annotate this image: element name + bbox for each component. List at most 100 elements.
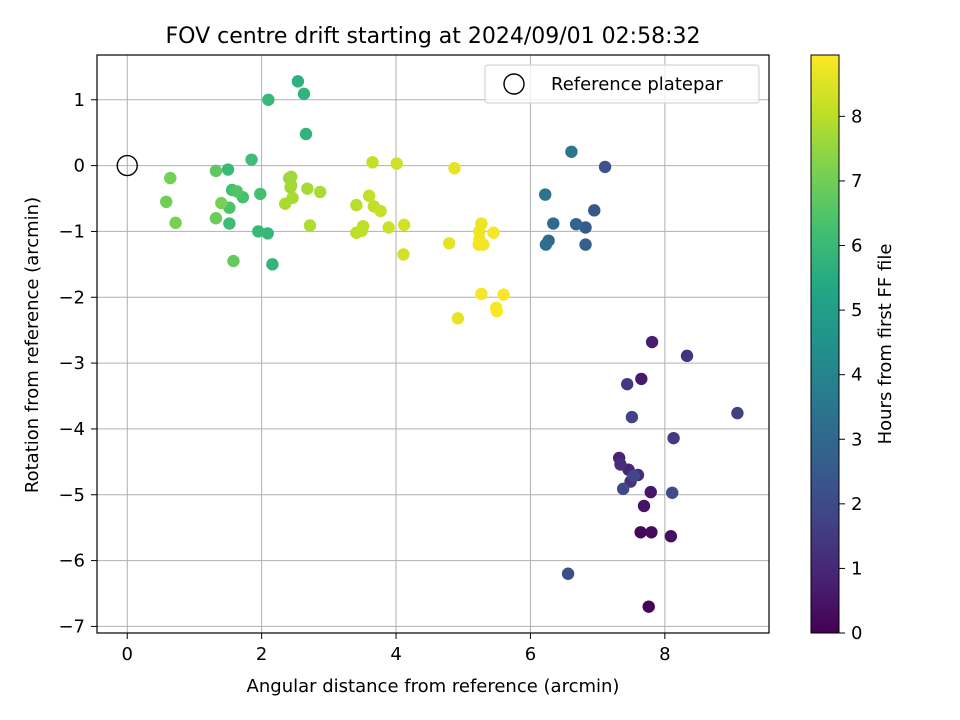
data-point: [634, 526, 647, 539]
y-tick-label: −6: [58, 551, 85, 572]
data-point: [284, 181, 297, 194]
data-point: [579, 238, 592, 251]
colorbar: 0 1 2 3 4 5 6 7 8 Hours from first FF file: [810, 54, 896, 644]
colorbar-tick-label: 3: [851, 429, 862, 450]
data-point: [350, 198, 363, 212]
data-point: [539, 188, 552, 201]
data-point: [301, 182, 314, 195]
data-point: [487, 226, 500, 239]
colorbar-ticks: 0 1 2 3 4 5 6 7 8: [839, 106, 862, 644]
legend: Reference platepar: [484, 64, 760, 104]
data-point: [565, 145, 578, 158]
data-point: [209, 164, 223, 178]
data-point: [397, 248, 410, 261]
data-point: [254, 187, 267, 201]
y-tick-label: −5: [58, 485, 85, 506]
data-point: [588, 204, 601, 217]
data-point: [169, 216, 182, 230]
data-points: [116, 75, 744, 613]
data-point: [637, 499, 651, 513]
x-tick-label: 4: [390, 644, 401, 665]
data-point: [261, 227, 274, 240]
data-point: [448, 162, 461, 175]
data-point: [223, 217, 236, 230]
chart-title: FOV centre drift starting at 2024/09/01 …: [166, 24, 701, 49]
data-point: [390, 157, 403, 170]
x-tick-label: 8: [659, 644, 670, 665]
data-point: [642, 600, 655, 613]
data-point: [547, 217, 560, 230]
y-axis-label: Rotation from reference (arcmin): [22, 197, 43, 493]
colorbar-tick-label: 8: [851, 106, 862, 127]
data-point: [621, 377, 634, 391]
data-point: [731, 406, 744, 420]
colorbar-tick-label: 4: [851, 365, 862, 386]
data-point: [164, 171, 177, 185]
data-point: [627, 469, 641, 482]
data-point: [475, 287, 488, 301]
data-point: [664, 530, 678, 543]
data-point: [230, 185, 243, 198]
y-tick-label: −1: [58, 221, 85, 242]
colorbar-tick-label: 0: [851, 623, 862, 644]
colorbar-tick-label: 1: [851, 558, 862, 579]
data-point: [667, 431, 680, 445]
x-tick-label: 0: [122, 644, 133, 665]
colorbar-gradient: [810, 54, 840, 634]
x-tick-label: 2: [256, 644, 267, 665]
data-point: [451, 312, 465, 325]
legend-entry-reference-platepar: Reference platepar: [551, 74, 723, 95]
data-point: [313, 185, 327, 199]
data-point: [366, 156, 379, 169]
data-point: [625, 410, 639, 424]
data-point: [645, 335, 659, 349]
data-point: [442, 237, 456, 250]
data-point: [497, 288, 510, 301]
y-tick-label: −4: [58, 419, 85, 440]
data-point: [303, 219, 317, 232]
data-point: [356, 219, 370, 233]
data-point: [252, 225, 265, 238]
reference-platepar-marker: [116, 154, 138, 177]
x-axis-label: Angular distance from reference (arcmin): [247, 676, 620, 697]
data-point: [644, 485, 657, 499]
plot-frame: [96, 54, 770, 634]
data-point: [616, 482, 630, 496]
data-point: [278, 197, 292, 210]
y-tick-label: 0: [74, 156, 85, 177]
y-tick-label: −7: [58, 616, 85, 637]
data-point: [382, 221, 395, 234]
y-tick-label: −3: [58, 353, 85, 374]
colorbar-tick-label: 5: [851, 300, 862, 321]
data-point: [262, 93, 275, 106]
data-point: [666, 486, 679, 499]
data-point: [614, 458, 627, 471]
y-tick-label: −2: [58, 287, 85, 308]
data-point: [569, 217, 583, 231]
x-tick-label: 6: [525, 644, 536, 665]
axes: 0 2 4 6 810−1−2−3−4−5−6−7: [58, 54, 770, 665]
y-tick-label: 1: [74, 90, 85, 111]
data-point: [680, 349, 694, 363]
grid-lines: [97, 55, 769, 633]
data-point: [299, 127, 313, 141]
data-point: [285, 170, 298, 183]
data-point: [221, 163, 235, 176]
data-point: [291, 75, 305, 88]
data-point: [598, 160, 612, 174]
legend-box: [484, 64, 760, 104]
data-point: [362, 189, 376, 203]
data-point: [209, 212, 223, 225]
data-point: [561, 567, 575, 580]
data-point: [374, 204, 387, 218]
data-point: [227, 254, 240, 268]
legend-marker-circle-icon: [503, 73, 525, 95]
colorbar-label: Hours from first FF file: [875, 244, 896, 445]
data-point: [397, 218, 411, 232]
data-point: [477, 238, 490, 251]
colorbar-tick-label: 7: [851, 171, 862, 192]
data-point: [579, 221, 592, 234]
colorbar-tick-label: 2: [851, 494, 862, 515]
data-point: [297, 87, 311, 101]
